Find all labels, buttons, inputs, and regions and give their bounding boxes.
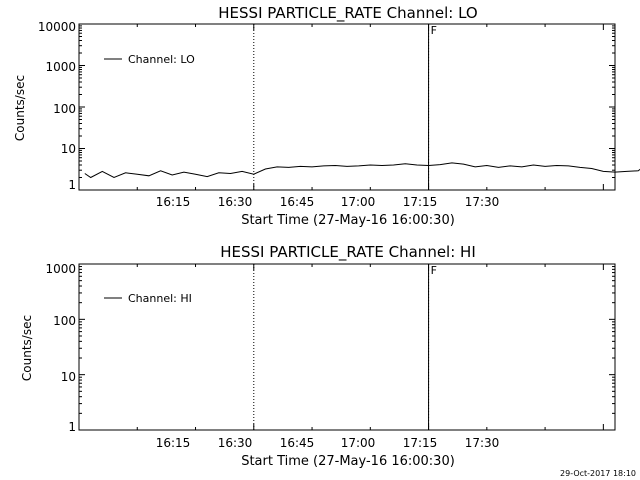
panel-lo-x-axis-label: Start Time (27-May-16 16:00:30) [241, 213, 455, 228]
x-tick-label: 16:15 [156, 436, 191, 450]
panel-lo-y-axis-label: Counts/sec [13, 75, 27, 141]
y-tick-label: 1 [68, 420, 76, 434]
y-tick-label: 100 [53, 102, 76, 116]
generation-timestamp: 29-Oct-2017 18:10 [560, 469, 636, 478]
panel-hi-title: HESSI PARTICLE_RATE Channel: HI [220, 243, 476, 262]
panel-lo: HESSI PARTICLE_RATE Channel: LO 16:15 16… [13, 4, 640, 228]
y-tick-label: 1 [68, 178, 76, 192]
x-tick-label: 17:00 [341, 436, 376, 450]
x-tick-label: 17:00 [341, 195, 376, 209]
x-tick-label: 16:45 [280, 195, 315, 209]
x-tick-label: 17:30 [465, 436, 500, 450]
panel-hi-legend: Channel: HI [104, 292, 192, 305]
x-tick-label: 17:30 [465, 195, 500, 209]
series-line [84, 162, 640, 179]
panel-hi-y-axis-label: Counts/sec [20, 315, 34, 381]
y-tick-label: 10000 [38, 20, 76, 34]
y-tick-label: 1000 [45, 262, 76, 276]
x-tick-label: 16:30 [218, 436, 253, 450]
x-tick-label: 17:15 [403, 195, 438, 209]
panel-lo-legend: Channel: LO [104, 53, 195, 66]
panel-hi: HESSI PARTICLE_RATE Channel: HI 16:15 16… [20, 243, 616, 469]
y-tick-label: 1000 [45, 60, 76, 74]
x-tick-label: 16:15 [156, 195, 191, 209]
y-tick-label: 10 [61, 370, 76, 384]
panel-hi-plot-frame [78, 263, 616, 431]
event-marker-label-f: F [431, 24, 437, 37]
y-tick-label: 100 [53, 314, 76, 328]
legend-series-label: Channel: LO [128, 53, 195, 66]
x-tick-label: 16:45 [280, 436, 315, 450]
panel-hi-tick-marks [79, 263, 615, 431]
panel-lo-title: HESSI PARTICLE_RATE Channel: LO [218, 4, 477, 23]
x-tick-label: 16:30 [218, 195, 253, 209]
x-tick-label: 17:15 [403, 436, 438, 450]
legend-series-label: Channel: HI [128, 292, 192, 305]
y-tick-label: 10 [61, 142, 76, 156]
panel-hi-x-axis-label: Start Time (27-May-16 16:00:30) [241, 454, 455, 469]
event-marker-label-f: F [431, 264, 437, 277]
